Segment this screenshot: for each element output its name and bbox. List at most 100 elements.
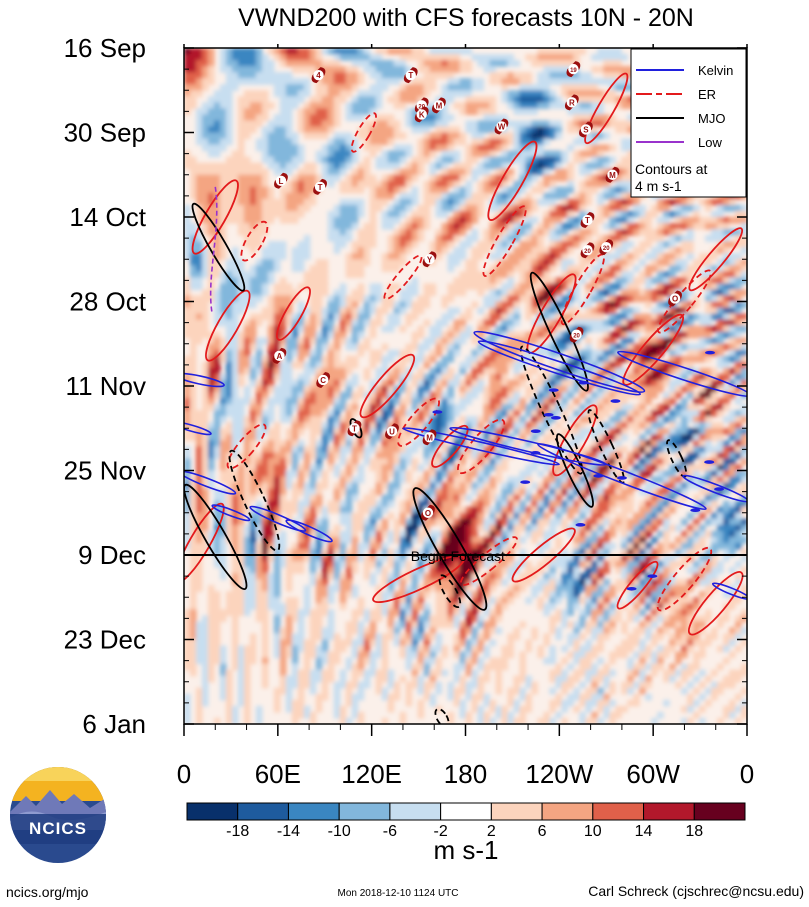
field-cell xyxy=(579,96,586,103)
field-cell xyxy=(561,410,568,417)
field-cell xyxy=(741,428,747,435)
field-cell xyxy=(735,386,742,393)
field-cell xyxy=(531,126,538,134)
field-cell xyxy=(184,96,191,103)
field-cell xyxy=(459,289,467,297)
field-cell xyxy=(507,349,515,357)
field-cell xyxy=(411,48,419,55)
field-cell xyxy=(567,452,574,460)
field-cell xyxy=(219,337,227,345)
field-cell xyxy=(675,343,682,351)
field-cell xyxy=(549,452,556,460)
field-cell xyxy=(357,132,365,140)
field-cell xyxy=(297,404,305,411)
field-cell xyxy=(669,319,676,327)
field-cell xyxy=(184,204,191,212)
field-cell xyxy=(561,60,568,67)
field-cell xyxy=(243,241,251,248)
field-cell xyxy=(603,210,610,218)
field-cell xyxy=(219,210,227,218)
field-cell xyxy=(393,204,401,212)
field-cell xyxy=(483,434,491,441)
field-cell xyxy=(351,102,359,109)
field-cell xyxy=(429,404,437,411)
field-cell xyxy=(489,367,497,375)
field-cell xyxy=(339,217,347,224)
field-cell xyxy=(675,434,682,441)
field-cell xyxy=(207,464,215,472)
field-cell xyxy=(357,204,365,212)
field-cell xyxy=(543,289,550,297)
field-cell xyxy=(453,223,461,230)
field-cell xyxy=(735,379,742,387)
field-cell xyxy=(573,120,580,128)
field-cell xyxy=(477,60,485,67)
field-cell xyxy=(435,331,443,339)
field-cell xyxy=(441,319,449,327)
field-cell xyxy=(627,367,634,375)
field-cell xyxy=(237,434,245,441)
field-cell xyxy=(393,361,401,369)
field-cell xyxy=(303,168,311,176)
field-cell xyxy=(201,108,209,115)
field-cell xyxy=(363,235,371,242)
field-cell xyxy=(333,331,341,339)
field-cell xyxy=(615,373,622,381)
field-cell xyxy=(525,217,532,224)
field-cell xyxy=(411,289,419,297)
field-cell xyxy=(537,331,544,339)
field-cell xyxy=(213,392,221,399)
field-cell xyxy=(441,367,449,375)
field-cell xyxy=(423,289,431,297)
field-cell xyxy=(681,386,688,393)
field-cell xyxy=(249,428,257,435)
field-cell xyxy=(729,386,736,393)
field-cell xyxy=(663,331,670,339)
field-cell xyxy=(423,204,431,212)
field-cell xyxy=(681,283,688,291)
field-cell xyxy=(399,241,407,248)
field-cell xyxy=(243,235,251,242)
field-cell xyxy=(549,48,556,55)
field-cell xyxy=(675,223,682,230)
field-cell xyxy=(531,367,538,375)
field-cell xyxy=(273,386,281,393)
field-cell xyxy=(513,90,520,97)
field-cell xyxy=(297,108,305,115)
field-cell xyxy=(213,150,221,158)
field-cell xyxy=(615,428,622,435)
field-cell xyxy=(501,114,509,122)
field-cell xyxy=(393,373,401,381)
field-cell xyxy=(195,60,203,67)
field-cell xyxy=(369,180,377,188)
field-cell xyxy=(471,367,479,375)
field-cell xyxy=(699,379,706,387)
field-cell xyxy=(555,66,562,73)
field-cell xyxy=(291,319,299,327)
field-cell xyxy=(453,132,461,140)
field-cell xyxy=(591,434,598,441)
field-cell xyxy=(225,289,233,297)
field-cell xyxy=(291,295,299,303)
field-cell xyxy=(699,325,706,333)
field-cell xyxy=(513,229,520,236)
field-cell xyxy=(717,295,724,303)
field-cell xyxy=(405,289,413,297)
field-cell xyxy=(489,223,497,230)
field-cell xyxy=(423,156,431,164)
field-cell xyxy=(669,349,676,357)
field-cell xyxy=(615,277,622,284)
field-cell xyxy=(621,343,628,351)
field-cell xyxy=(369,307,377,315)
field-cell xyxy=(507,410,515,417)
field-cell xyxy=(489,138,497,146)
field-cell xyxy=(273,398,281,405)
field-cell xyxy=(561,90,568,97)
field-cell xyxy=(447,283,455,291)
field-cell xyxy=(513,223,520,230)
field-cell xyxy=(393,259,401,266)
field-cell xyxy=(603,446,610,453)
field-cell xyxy=(237,277,245,284)
field-cell xyxy=(201,247,209,254)
field-cell xyxy=(393,144,401,152)
